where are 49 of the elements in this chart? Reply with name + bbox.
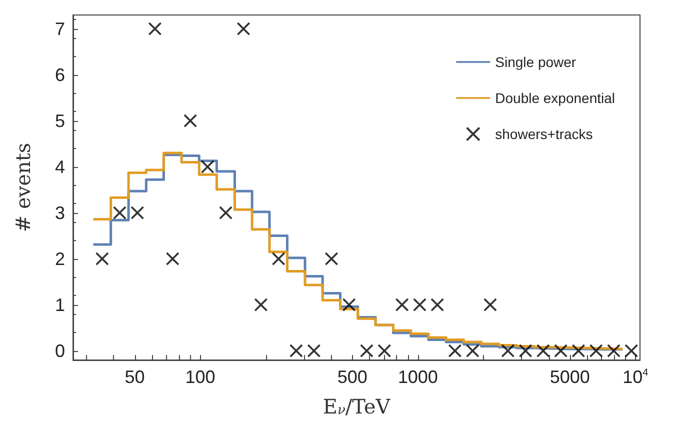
point [201,160,214,174]
point [272,252,286,266]
point [448,344,462,358]
x-tick-label: 500 [337,367,368,387]
point [430,298,444,312]
x-tick-label: 1000 [398,367,438,387]
point [184,114,197,128]
y-tick-label: 5 [54,110,65,131]
y-tick-label: 1 [54,294,65,315]
point [519,344,532,358]
point [624,344,638,358]
y-tick-label: 6 [54,64,65,85]
legend-label: showers+tracks [495,126,593,142]
point [413,298,426,312]
point [378,344,391,358]
point [342,298,356,312]
y-tick-label: 2 [54,248,65,269]
point [148,22,162,36]
point [360,344,374,358]
point [113,206,126,220]
y-tick-label: 4 [54,156,65,177]
y-tick-label: 3 [54,202,65,223]
point [307,344,320,358]
point [466,344,480,358]
x-tick-label: 50 [124,367,145,387]
point [166,252,180,266]
point [572,344,585,358]
point [96,252,109,266]
legend-label: Single power [495,54,576,70]
point [536,344,550,358]
point [590,344,603,358]
y-axis-title: # events [11,142,35,232]
point [501,344,514,358]
legend-label: Double exponential [495,90,616,106]
point [219,206,232,220]
x-tick-label: 5000 [550,367,590,387]
point [236,22,250,36]
y-tick-label: 0 [54,340,65,361]
x-axis-title: Eν/TeV [322,394,391,418]
point [484,298,497,312]
point [290,344,303,358]
y-tick-label: 7 [54,18,65,39]
point [130,206,144,220]
point [396,298,409,312]
point [607,344,620,358]
point [554,344,568,358]
point [324,252,338,266]
x-tick-label: 100 [185,367,216,387]
point [254,298,268,312]
